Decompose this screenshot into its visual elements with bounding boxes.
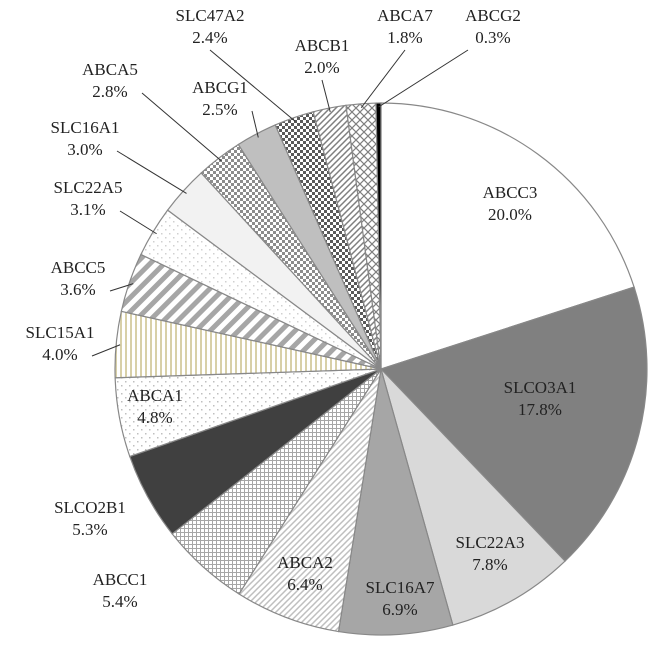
slice-label: ABCG2 [465,6,521,25]
slice-label: SLCO2B1 [54,498,126,517]
slice-label: ABCA2 [277,553,333,572]
pie-slice [379,286,648,562]
slice-value-label: 2.0% [304,58,339,77]
slice-value-label: 4.8% [137,408,172,427]
slice-label: SLC22A5 [54,178,123,197]
slice-value-label: 3.0% [67,140,102,159]
leader-line [251,110,259,138]
leader-line [209,49,296,122]
leader-line [321,79,331,113]
slice-label: ABCC3 [483,183,538,202]
slice-value-label: 2.4% [192,28,227,47]
slice-label: SLC16A7 [366,578,435,597]
leader-line [378,49,469,108]
slice-label: ABCC1 [93,570,148,589]
leader-line [116,150,187,194]
slice-label: SLC47A2 [176,6,245,25]
slice-label: ABCA7 [377,6,433,25]
slice-value-label: 17.8% [518,400,562,419]
slice-label: SLC15A1 [26,323,95,342]
pie-slice [380,102,635,370]
slice-value-label: 5.3% [72,520,107,539]
slice-value-label: 2.5% [202,100,237,119]
pie-slice [380,368,566,626]
slice-label: SLCO3A1 [504,378,577,397]
slice-label: SLC16A1 [51,118,120,137]
slice-label: ABCG1 [192,78,248,97]
slice-label: SLC22A3 [456,533,525,552]
slice-label: ABCA1 [127,386,183,405]
slice-value-label: 1.8% [387,28,422,47]
slice-value-label: 6.4% [287,575,322,594]
slice-value-label: 3.1% [70,200,105,219]
leader-line [109,283,134,292]
slice-value-label: 0.3% [475,28,510,47]
slice-value-label: 5.4% [102,592,137,611]
leader-line [119,210,157,235]
leader-line [141,92,222,162]
slice-label: ABCB1 [295,36,350,55]
slice-value-label: 3.6% [60,280,95,299]
slice-label: ABCC5 [51,258,106,277]
slice-value-label: 7.8% [472,555,507,574]
leader-line [360,49,406,109]
pie-slice [375,102,382,370]
leader-line [91,344,121,357]
slice-value-label: 6.9% [382,600,417,619]
pie-slice [337,368,454,636]
slice-label: ABCA5 [82,60,138,79]
slice-value-label: 2.8% [92,82,127,101]
slice-value-label: 20.0% [488,205,532,224]
slice-value-label: 4.0% [42,345,77,364]
